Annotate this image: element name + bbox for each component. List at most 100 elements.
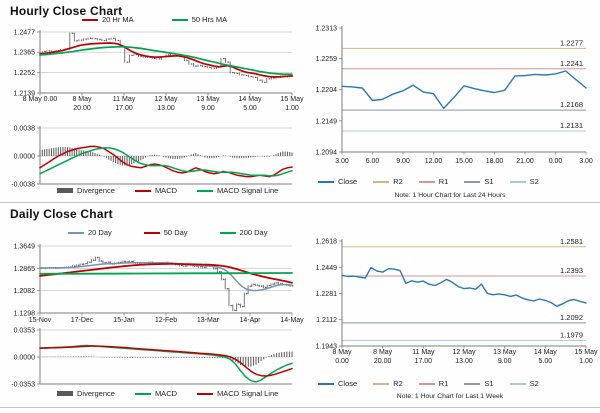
svg-text:20.00: 20.00 [374,358,392,365]
svg-text:12.00: 12.00 [425,158,443,165]
macd-signal-swatch [197,392,214,395]
daily-chart-title: Daily Close Chart [10,207,113,221]
svg-text:11 May: 11 May [113,96,136,103]
20day-swatch [68,231,84,234]
macd-swatch [134,392,151,395]
legend-item-200day: 200 Day [219,228,268,237]
legend-label: R2 [393,177,403,186]
legend-label: MACD [154,186,178,195]
legend-item-divergence: Divergence [57,389,115,398]
legend-label: 20 Day [88,228,112,237]
svg-text:8 May 0.00: 8 May 0.00 [23,96,58,103]
200day-swatch [219,231,236,234]
legend-label: Close [338,379,358,388]
svg-text:9.00: 9.00 [498,358,512,365]
close-swatch [318,180,334,183]
50hr-ma-swatch [171,18,188,21]
svg-text:1.2477: 1.2477 [14,30,36,37]
legend-label: MACD [154,389,178,398]
svg-text:17.00: 17.00 [115,105,133,112]
legend-item-r2: R2 [373,379,403,388]
svg-text:1.1943: 1.1943 [316,344,338,351]
svg-text:15-Jan: 15-Jan [113,317,135,324]
svg-text:0.00: 0.00 [335,358,349,365]
legend-item-20day: 20 Day [68,228,112,237]
svg-text:0.0353: 0.0353 [14,328,36,335]
svg-text:1.3649: 1.3649 [14,244,36,251]
svg-text:13.00: 13.00 [455,358,473,365]
svg-text:1.2365: 1.2365 [14,50,36,57]
hourly-ma-legend: 20 Hr MA 50 Hrs MA [82,15,227,24]
r1-swatch [418,382,435,385]
legend-label: Divergence [77,186,115,195]
legend-label: S2 [529,177,539,186]
legend-label: 20 Hr MA [102,15,134,24]
svg-text:1.2277: 1.2277 [560,38,583,47]
legend-item-s2: S2 [509,177,539,186]
hourly-macd-chart: 0.0038 0.0000 -0.0038 [11,126,293,189]
svg-text:13.00: 13.00 [157,105,175,112]
hourly-macd-legend: Divergence MACD MACD Signal Line [57,186,278,195]
svg-text:8 May: 8 May [72,96,92,103]
daily-ma-legend: 20 Day 50 Day 200 Day [68,228,267,237]
svg-text:1.2581: 1.2581 [560,237,583,246]
legend-label: 200 Day [239,228,268,237]
bottom-divider [0,407,600,408]
s2-swatch [509,180,526,183]
macd-signal-swatch [197,189,214,192]
svg-text:15.00: 15.00 [455,158,473,165]
legend-item-close: Close [318,379,357,388]
svg-text:15 May: 15 May [281,96,304,103]
legend-label: S1 [484,379,494,388]
divergence-swatch [57,391,73,396]
svg-text:1.2204: 1.2204 [316,87,338,94]
svg-text:0.00: 0.00 [549,158,563,165]
hourly-chart-title: Hourly Close Chart [10,4,123,18]
legend-item-close: Close [318,177,357,186]
legend-label: R1 [438,379,449,388]
legend-label: Divergence [77,389,115,398]
svg-text:9.00: 9.00 [396,158,410,165]
legend-item-divergence: Divergence [57,186,115,195]
svg-text:1.2281: 1.2281 [316,291,338,298]
legend-item-r1: R1 [418,177,448,186]
week1-note: Note: 1 Hour Chart for Last 1 Week [396,393,504,400]
legend-label: MACD Signal Line [217,389,279,398]
legend-item-s1: S1 [464,379,494,388]
svg-text:1.00: 1.00 [579,358,593,365]
legend-label: 50 Day [163,228,188,237]
h24-legend: Close R2 R1 S1 S2 [318,177,539,186]
svg-text:14-May: 14-May [280,317,304,324]
week1-legend: Close R2 R1 S1 S2 [318,379,539,388]
r1-swatch [418,180,435,183]
svg-text:15-Nov: 15-Nov [29,317,52,324]
50day-swatch [143,231,160,234]
close-swatch [318,382,334,385]
svg-text:17.00: 17.00 [415,358,433,365]
legend-label: MACD Signal Line [217,186,279,195]
svg-text:6.00: 6.00 [366,158,380,165]
legend-item-20hr-ma: 20 Hr MA [82,15,134,24]
legend-item-macd-signal: MACD Signal Line [197,389,278,398]
svg-text:1.2618: 1.2618 [316,239,338,246]
svg-text:14 May: 14 May [534,349,557,356]
svg-text:14 May: 14 May [239,96,262,103]
svg-text:13 May: 13 May [197,96,220,103]
svg-text:12-Feb: 12-Feb [155,317,177,324]
svg-text:1.2393: 1.2393 [560,266,583,275]
daily-macd-chart: 0.0353 0.0000 -0.0353 [11,328,293,389]
legend-item-50hr-ma: 50 Hrs MA [171,15,227,24]
legend-item-s2: S2 [509,379,539,388]
svg-text:1.00: 1.00 [285,105,299,112]
svg-text:14-Apr: 14-Apr [239,317,261,324]
legend-item-macd: MACD [134,389,178,398]
svg-text:0.0000: 0.0000 [14,355,36,362]
svg-text:1.2131: 1.2131 [560,121,583,130]
svg-text:3.00: 3.00 [335,158,349,165]
s1-swatch [464,180,481,183]
legend-label: R2 [393,379,403,388]
svg-text:8 May: 8 May [332,349,352,356]
svg-text:15 May: 15 May [575,349,598,356]
svg-text:-0.0038: -0.0038 [11,182,35,189]
